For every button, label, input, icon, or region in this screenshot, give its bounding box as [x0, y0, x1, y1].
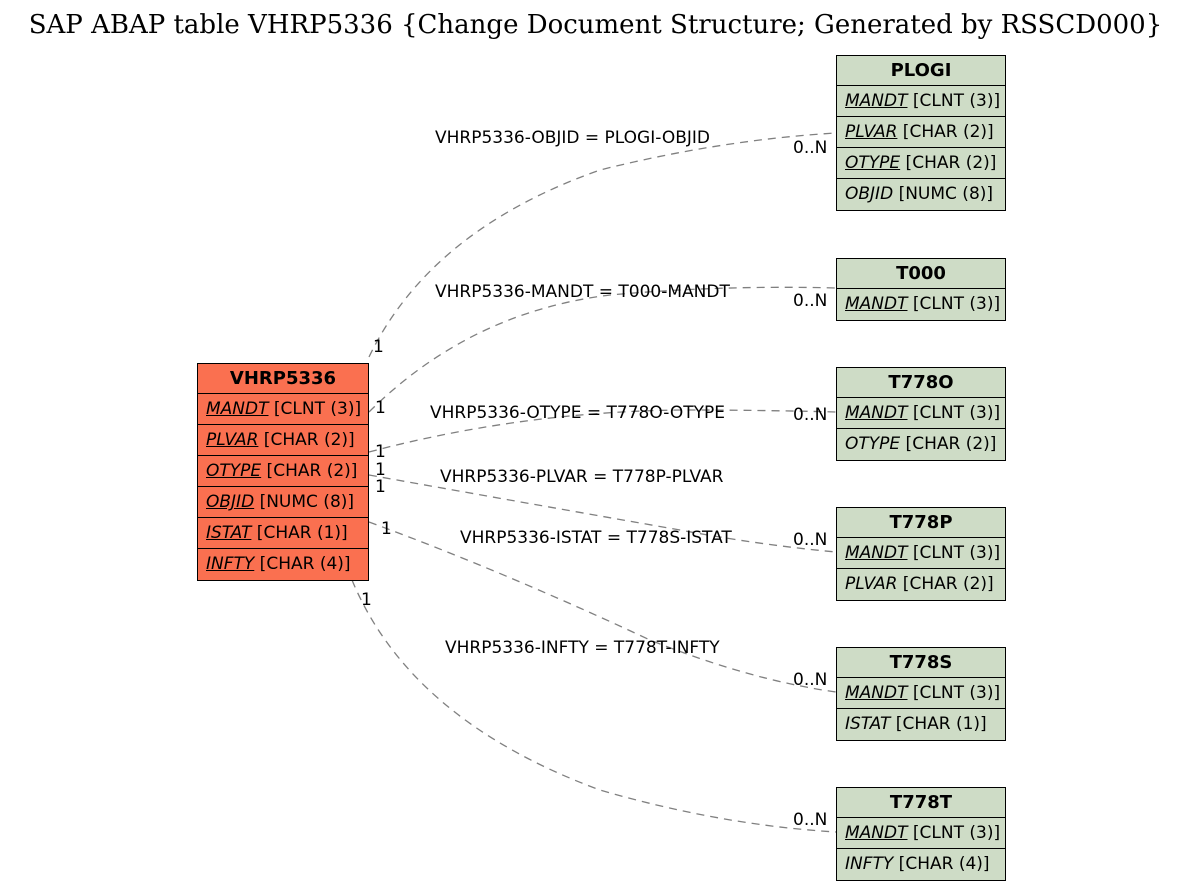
cardinality-target: 0..N [793, 138, 827, 158]
field-type: [CHAR (2)] [897, 574, 993, 594]
entity-field: PLVAR [CHAR (2)] [837, 117, 1005, 148]
target-entity-t778o: T778OMANDT [CLNT (3)]OTYPE [CHAR (2)] [836, 367, 1006, 461]
field-type: [CHAR (2)] [897, 122, 993, 142]
field-name: PLVAR [845, 122, 897, 142]
entity-field: MANDT [CLNT (3)] [837, 678, 1005, 709]
target-entity-t778p: T778PMANDT [CLNT (3)]PLVAR [CHAR (2)] [836, 507, 1006, 601]
entity-header: T778S [837, 648, 1005, 678]
entity-field: ISTAT [CHAR (1)] [198, 518, 368, 549]
entity-field: MANDT [CLNT (3)] [837, 538, 1005, 569]
target-entity-t778s: T778SMANDT [CLNT (3)]ISTAT [CHAR (1)] [836, 647, 1006, 741]
entity-field: ISTAT [CHAR (1)] [837, 709, 1005, 740]
field-name: MANDT [845, 91, 908, 111]
field-type: [CLNT (3)] [908, 403, 1001, 423]
field-type: [CHAR (2)] [900, 434, 996, 454]
entity-header: VHRP5336 [198, 364, 368, 394]
field-name: ISTAT [845, 714, 890, 734]
entity-field: PLVAR [CHAR (2)] [198, 425, 368, 456]
field-type: [CHAR (2)] [261, 461, 357, 481]
field-name: OTYPE [845, 434, 900, 454]
field-name: OTYPE [845, 153, 900, 173]
field-type: [NUMC (8)] [254, 492, 354, 512]
entity-header: T000 [837, 259, 1005, 289]
cardinality-target: 0..N [793, 291, 827, 311]
field-type: [CLNT (3)] [908, 823, 1001, 843]
entity-header: T778P [837, 508, 1005, 538]
field-type: [CLNT (3)] [908, 683, 1001, 703]
relationship-edge [369, 133, 836, 357]
cardinality-source: 1 [361, 590, 372, 610]
source-entity-vhrp5336: VHRP5336MANDT [CLNT (3)]PLVAR [CHAR (2)]… [197, 363, 369, 581]
cardinality-target: 0..N [793, 810, 827, 830]
entity-header: PLOGI [837, 56, 1005, 86]
field-type: [CLNT (3)] [908, 543, 1001, 563]
entity-field: OBJID [NUMC (8)] [837, 179, 1005, 210]
entity-field: OTYPE [CHAR (2)] [837, 148, 1005, 179]
field-name: OBJID [845, 184, 893, 204]
entity-field: MANDT [CLNT (3)] [837, 289, 1005, 320]
entity-field: OTYPE [CHAR (2)] [198, 456, 368, 487]
entity-field: MANDT [CLNT (3)] [837, 398, 1005, 429]
field-name: OBJID [206, 492, 254, 512]
entity-field: MANDT [CLNT (3)] [198, 394, 368, 425]
field-name: MANDT [845, 543, 908, 563]
field-name: PLVAR [206, 430, 258, 450]
target-entity-t000: T000MANDT [CLNT (3)] [836, 258, 1006, 321]
relationship-edge [352, 580, 836, 832]
cardinality-target: 0..N [793, 670, 827, 690]
field-name: OTYPE [206, 461, 261, 481]
cardinality-target: 0..N [793, 405, 827, 425]
cardinality-source: 1 [375, 398, 386, 418]
entity-field: OBJID [NUMC (8)] [198, 487, 368, 518]
field-name: MANDT [845, 823, 908, 843]
relationship-edge [369, 287, 836, 412]
field-name: INFTY [206, 554, 254, 574]
entity-field: OTYPE [CHAR (2)] [837, 429, 1005, 460]
field-type: [CLNT (3)] [908, 294, 1001, 314]
field-type: [CHAR (2)] [900, 153, 996, 173]
target-entity-t778t: T778TMANDT [CLNT (3)]INFTY [CHAR (4)] [836, 787, 1006, 881]
cardinality-target: 0..N [793, 530, 827, 550]
edge-label: VHRP5336-MANDT = T000-MANDT [435, 282, 730, 302]
field-type: [CLNT (3)] [908, 91, 1001, 111]
entity-field: INFTY [CHAR (4)] [198, 549, 368, 580]
page-title: SAP ABAP table VHRP5336 {Change Document… [0, 10, 1191, 40]
entity-field: INFTY [CHAR (4)] [837, 849, 1005, 880]
target-entity-plogi: PLOGIMANDT [CLNT (3)]PLVAR [CHAR (2)]OTY… [836, 55, 1006, 211]
field-type: [NUMC (8)] [893, 184, 993, 204]
entity-field: MANDT [CLNT (3)] [837, 86, 1005, 117]
entity-field: PLVAR [CHAR (2)] [837, 569, 1005, 600]
cardinality-source: 1 [381, 519, 392, 539]
edge-label: VHRP5336-PLVAR = T778P-PLVAR [440, 467, 723, 487]
field-type: [CHAR (1)] [251, 523, 347, 543]
cardinality-source: 1 [375, 442, 386, 462]
entity-field: MANDT [CLNT (3)] [837, 818, 1005, 849]
field-name: MANDT [845, 683, 908, 703]
field-type: [CHAR (4)] [893, 854, 989, 874]
cardinality-source: 1 [375, 477, 386, 497]
field-type: [CLNT (3)] [269, 399, 362, 419]
field-name: INFTY [845, 854, 893, 874]
field-type: [CHAR (4)] [254, 554, 350, 574]
entity-header: T778O [837, 368, 1005, 398]
field-name: MANDT [845, 294, 908, 314]
field-name: MANDT [206, 399, 269, 419]
field-name: MANDT [845, 403, 908, 423]
edge-label: VHRP5336-OBJID = PLOGI-OBJID [435, 128, 710, 148]
field-type: [CHAR (1)] [890, 714, 986, 734]
edge-label: VHRP5336-OTYPE = T778O-OTYPE [430, 403, 725, 423]
field-type: [CHAR (2)] [258, 430, 354, 450]
field-name: PLVAR [845, 574, 897, 594]
edge-label: VHRP5336-ISTAT = T778S-ISTAT [460, 528, 732, 548]
field-name: ISTAT [206, 523, 251, 543]
entity-header: T778T [837, 788, 1005, 818]
edge-label: VHRP5336-INFTY = T778T-INFTY [445, 638, 720, 658]
cardinality-source: 1 [373, 337, 384, 357]
